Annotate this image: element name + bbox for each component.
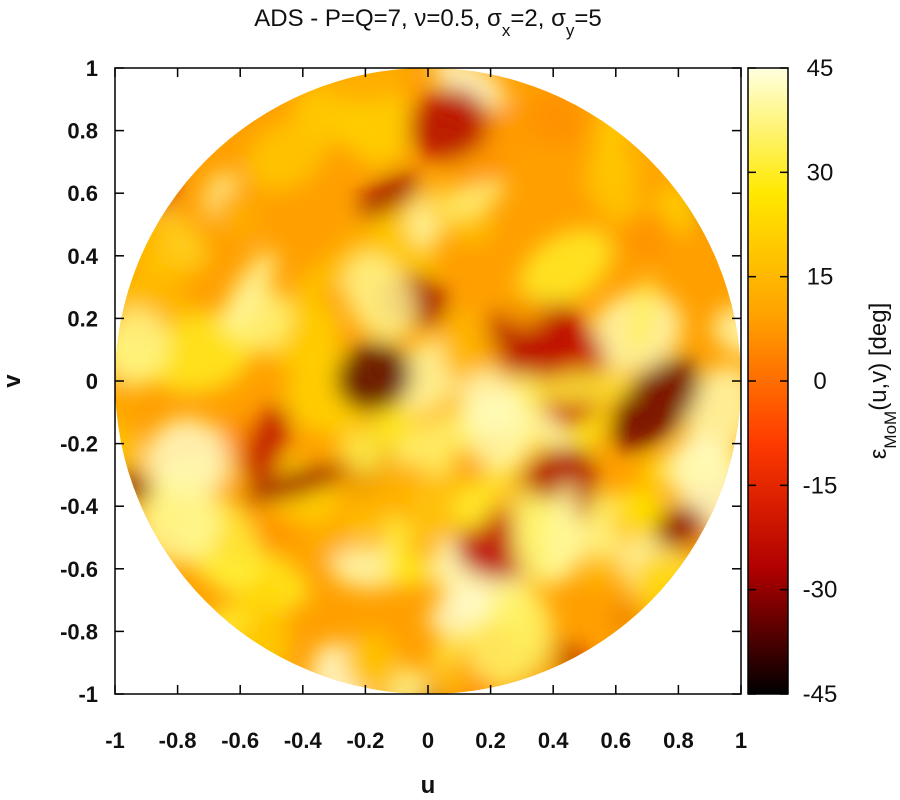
heat-blob — [140, 68, 209, 120]
colorbar-tick-label: 45 — [807, 55, 834, 82]
y-tick-label: 0.8 — [67, 119, 98, 144]
heat-blob — [658, 621, 696, 661]
y-tick-label: -0.2 — [60, 432, 98, 457]
y-tick-labels: 1 0.8 0.6 0.4 0.2 0 -0.2 -0.4 -0.6 -0.8 -1 — [60, 56, 99, 707]
heat-field — [115, 68, 741, 694]
colorbar-tick-labels: 45 30 15 0 -15 -30 -45 — [803, 55, 838, 708]
colorbar-label: εMoM(u,v) [deg] — [865, 303, 900, 460]
heat-blob — [528, 370, 633, 405]
heat-blob — [428, 587, 494, 635]
heat-blob — [212, 189, 261, 241]
x-tick-label: -1 — [105, 728, 125, 753]
x-tick-label: 0.4 — [538, 728, 569, 753]
heat-blob — [243, 464, 350, 503]
y-tick-label: -0.6 — [60, 557, 98, 582]
colorbar-ticks — [748, 67, 788, 695]
heat-blob — [499, 292, 546, 327]
x-tick-label: -0.2 — [346, 728, 384, 753]
heat-blob — [343, 631, 400, 693]
chart-title: ADS - P=Q=7, ν=0.5, σx=2, σy=5 — [254, 5, 602, 40]
heat-blob — [632, 636, 682, 694]
heat-blob — [119, 102, 151, 189]
heat-blob — [381, 551, 437, 588]
x-tick-label: -0.4 — [284, 728, 323, 753]
y-axis-label: v — [0, 374, 26, 388]
heat-blob — [309, 68, 409, 105]
y-tick-label: -1 — [78, 682, 98, 707]
heat-blob — [440, 180, 506, 219]
heat-blob — [242, 404, 290, 487]
heat-blob — [336, 341, 412, 412]
heat-blob — [221, 250, 277, 334]
heat-blob — [245, 119, 327, 192]
heat-blob — [457, 370, 520, 436]
x-tick-label: 0 — [422, 728, 434, 753]
x-tick-label: 0.8 — [663, 728, 694, 753]
heat-blob — [583, 492, 622, 525]
heat-blob — [584, 158, 644, 228]
x-axis-label: u — [421, 772, 436, 799]
heat-blob — [532, 88, 583, 146]
heat-blob — [695, 138, 736, 228]
heat-blob — [518, 228, 613, 307]
y-tick-label: 0.2 — [67, 306, 98, 331]
heat-blob — [115, 556, 143, 603]
x-tick-label: 1 — [735, 728, 747, 753]
x-tick-label: 0.6 — [601, 728, 632, 753]
colorbar-tick-label: 0 — [813, 368, 826, 395]
axis-ticks — [114, 67, 742, 695]
heat-blob — [342, 431, 383, 471]
heat-blob — [607, 68, 649, 80]
y-tick-label: 0.4 — [67, 244, 98, 269]
x-tick-labels: -1 -0.8 -0.6 -0.4 -0.2 0 0.2 0.4 0.6 0.8 1 — [105, 728, 747, 753]
heat-blob — [678, 68, 720, 93]
heat-blob — [546, 481, 579, 587]
y-tick-label: 0.6 — [67, 181, 98, 206]
x-tick-label: -0.6 — [221, 728, 259, 753]
y-tick-label: 0 — [86, 369, 98, 394]
x-tick-label: -0.8 — [159, 728, 197, 753]
colorbar-tick-label: 15 — [807, 264, 834, 291]
colorbar-tick-label: -45 — [803, 681, 838, 708]
heat-blob — [621, 210, 674, 261]
heat-blob — [356, 172, 420, 218]
heat-blob — [380, 515, 412, 558]
heat-blob — [146, 418, 229, 501]
heat-blob — [583, 519, 623, 559]
heat-blob — [409, 87, 489, 162]
heat-blob — [701, 68, 741, 132]
heat-blob — [712, 305, 741, 356]
heat-blob — [232, 576, 284, 615]
heat-blob — [344, 254, 417, 342]
colorbar-tick-label: -15 — [803, 472, 838, 499]
heat-blob — [627, 278, 657, 356]
y-tick-label: -0.8 — [60, 619, 98, 644]
colorbar-tick-label: -30 — [803, 577, 838, 604]
y-tick-label: -0.4 — [60, 494, 99, 519]
heat-blob — [119, 598, 164, 694]
colorbar-tick-label: 30 — [807, 159, 834, 186]
heat-blob — [395, 410, 483, 469]
heat-blob — [115, 606, 145, 693]
heat-blob — [451, 483, 493, 532]
heat-blob — [646, 610, 741, 672]
heat-blob — [654, 505, 705, 549]
heat-blob — [610, 357, 701, 451]
x-tick-label: 0.2 — [475, 728, 506, 753]
heat-blob — [115, 68, 182, 125]
y-tick-label: 1 — [86, 56, 98, 81]
